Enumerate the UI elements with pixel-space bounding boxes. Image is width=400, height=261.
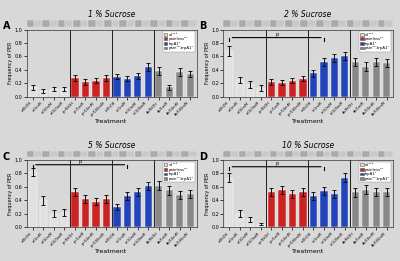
Bar: [247, 85, 254, 97]
Bar: [166, 87, 173, 97]
Legend: w¹¹¹⁸, painless¹⁴, trpA1¹, pain¹⁴;trpA1¹: w¹¹¹⁸, painless¹⁴, trpA1¹, pain¹⁴;trpA1¹: [359, 162, 391, 182]
Text: p: p: [275, 161, 278, 166]
Bar: [134, 76, 142, 97]
Bar: [71, 78, 78, 97]
Bar: [278, 83, 286, 97]
Bar: [268, 82, 275, 97]
Bar: [278, 190, 286, 227]
Legend: w¹¹¹⁸, painless¹⁴, trpA1¹, pain¹⁴;trpA1¹: w¹¹¹⁸, painless¹⁴, trpA1¹, pain¹⁴;trpA1¹: [162, 162, 194, 182]
Bar: [176, 195, 184, 227]
Bar: [82, 82, 89, 97]
Bar: [124, 79, 131, 97]
Title: 5 % Sucrose: 5 % Sucrose: [88, 141, 135, 150]
X-axis label: Treatment: Treatment: [292, 118, 324, 123]
Text: D: D: [200, 152, 208, 162]
Title: 10 % Sucrose: 10 % Sucrose: [282, 141, 334, 150]
Bar: [320, 62, 328, 97]
Bar: [29, 172, 37, 227]
Bar: [155, 71, 162, 97]
Bar: [331, 194, 338, 227]
Bar: [289, 81, 296, 97]
Bar: [113, 77, 120, 97]
Bar: [145, 67, 152, 97]
Bar: [186, 194, 194, 227]
Text: p: p: [78, 159, 82, 164]
Bar: [145, 186, 152, 227]
Bar: [103, 78, 110, 97]
Text: p: p: [275, 32, 278, 37]
Bar: [155, 186, 162, 227]
Y-axis label: Frequency of PER: Frequency of PER: [8, 42, 13, 84]
Bar: [331, 58, 338, 97]
Bar: [92, 202, 100, 227]
Bar: [82, 199, 89, 227]
Bar: [257, 224, 265, 227]
Bar: [71, 192, 78, 227]
Bar: [92, 81, 100, 97]
Bar: [383, 192, 390, 227]
Y-axis label: Frequency of PER: Frequency of PER: [8, 173, 13, 215]
Text: A: A: [3, 21, 10, 31]
X-axis label: Treatment: Treatment: [96, 118, 128, 123]
X-axis label: Treatment: Treatment: [292, 249, 324, 254]
Bar: [103, 199, 110, 227]
Bar: [289, 194, 296, 227]
Legend: w¹¹¹⁸, painless¹⁴, trpA1¹, pain¹⁴;trpA1¹: w¹¹¹⁸, painless¹⁴, trpA1¹, pain¹⁴;trpA1¹: [359, 32, 391, 51]
Bar: [236, 80, 244, 97]
Bar: [40, 91, 47, 97]
Title: 2 % Sucrose: 2 % Sucrose: [284, 10, 332, 19]
Bar: [352, 192, 359, 227]
Bar: [362, 190, 370, 227]
Text: B: B: [200, 21, 207, 31]
Bar: [341, 56, 348, 97]
Bar: [352, 62, 359, 97]
Y-axis label: Frequency of PER: Frequency of PER: [205, 173, 210, 215]
Y-axis label: Frequency of PER: Frequency of PER: [205, 42, 210, 84]
Bar: [61, 212, 68, 227]
Bar: [186, 74, 194, 97]
Bar: [134, 192, 142, 227]
Bar: [268, 192, 275, 227]
Bar: [299, 192, 306, 227]
Bar: [40, 200, 47, 227]
Bar: [50, 214, 58, 227]
Title: 1 % Sucrose: 1 % Sucrose: [88, 10, 135, 19]
Bar: [226, 51, 233, 97]
Bar: [320, 191, 328, 227]
Bar: [341, 177, 348, 227]
Bar: [310, 196, 317, 227]
Bar: [310, 73, 317, 97]
Bar: [299, 79, 306, 97]
X-axis label: Treatment: Treatment: [96, 249, 128, 254]
Bar: [113, 207, 120, 227]
Bar: [226, 177, 233, 227]
Bar: [50, 90, 58, 97]
Bar: [166, 190, 173, 227]
Bar: [373, 192, 380, 227]
Bar: [362, 67, 370, 97]
Bar: [257, 88, 265, 97]
Bar: [29, 87, 37, 97]
Bar: [247, 219, 254, 227]
Text: C: C: [3, 152, 10, 162]
Bar: [176, 72, 184, 97]
Bar: [373, 62, 380, 97]
Legend: w¹¹¹⁸, painless¹⁴, trpA1¹, pain¹⁴;trpA1¹: w¹¹¹⁸, painless¹⁴, trpA1¹, pain¹⁴;trpA1¹: [162, 32, 194, 51]
Bar: [124, 196, 131, 227]
Bar: [236, 214, 244, 227]
Bar: [383, 63, 390, 97]
Bar: [61, 89, 68, 97]
